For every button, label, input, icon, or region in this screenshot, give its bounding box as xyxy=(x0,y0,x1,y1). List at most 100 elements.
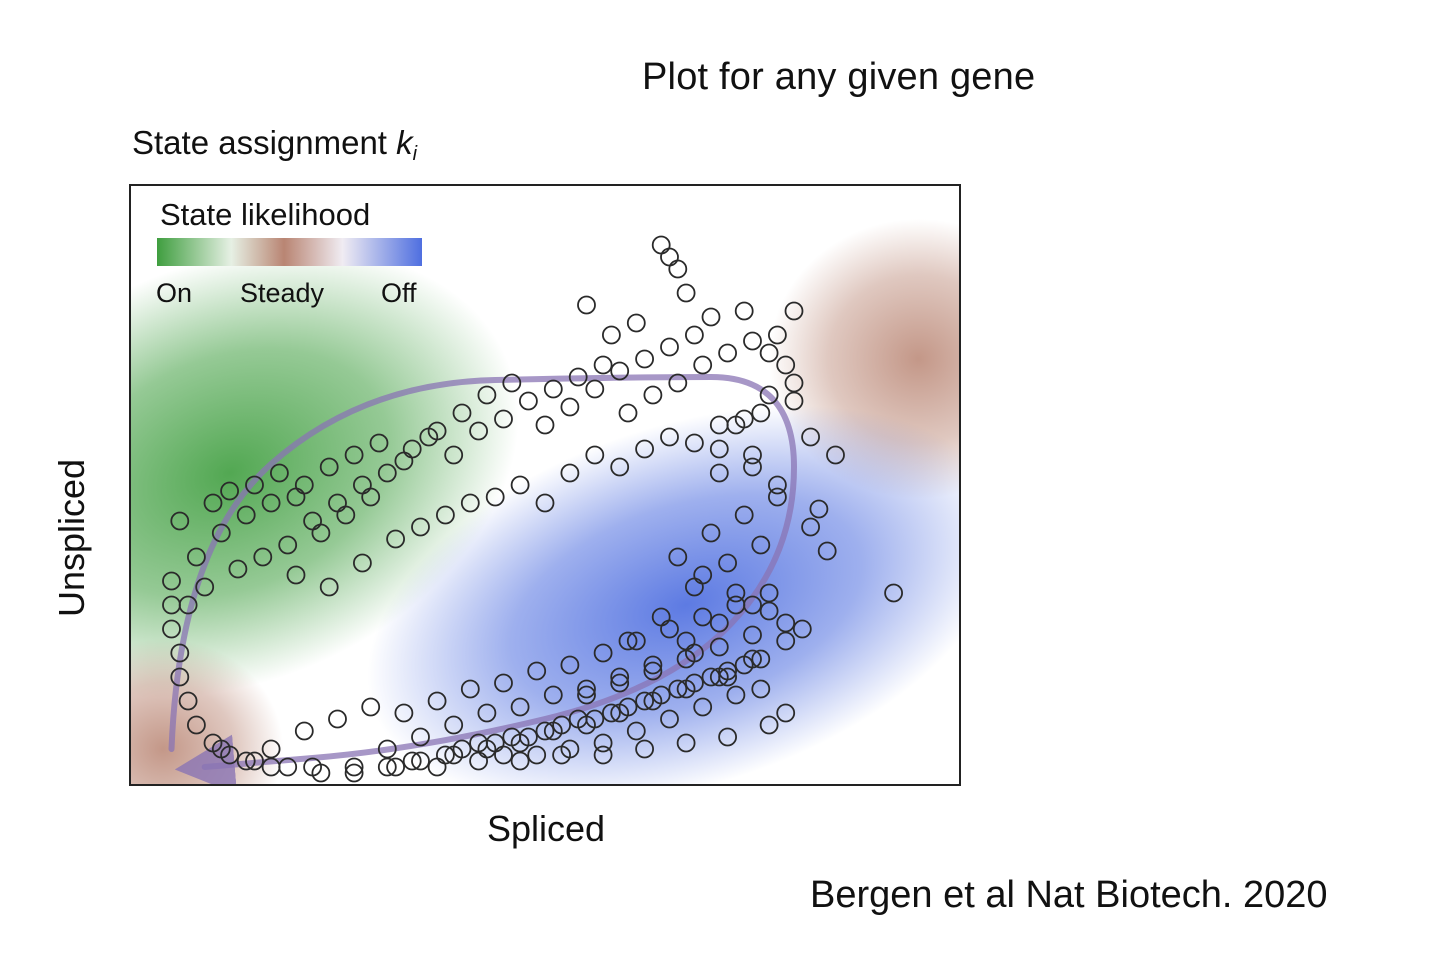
data-points xyxy=(162,235,903,783)
data-point xyxy=(444,745,464,765)
chart-title-symbol: k xyxy=(396,124,413,161)
background-region-on xyxy=(130,248,519,698)
data-point xyxy=(560,463,580,483)
data-point xyxy=(162,595,181,615)
data-point xyxy=(278,757,298,777)
data-point xyxy=(726,583,746,603)
data-point xyxy=(709,667,729,687)
data-point xyxy=(610,667,630,687)
data-point xyxy=(801,517,820,537)
data-point xyxy=(776,355,796,375)
data-point xyxy=(593,745,613,765)
background-region-steady xyxy=(130,639,284,785)
data-point xyxy=(377,739,397,759)
data-point xyxy=(236,751,256,771)
data-point xyxy=(626,313,646,333)
data-point xyxy=(502,373,522,393)
data-point xyxy=(817,541,837,561)
data-point xyxy=(809,499,829,519)
data-point xyxy=(402,751,422,771)
data-point xyxy=(510,697,530,717)
data-point xyxy=(685,325,704,345)
data-point xyxy=(477,385,497,405)
data-point xyxy=(494,745,513,765)
data-point xyxy=(743,649,762,669)
data-point xyxy=(743,331,762,351)
data-point xyxy=(643,661,663,681)
data-point xyxy=(651,607,671,627)
data-point xyxy=(519,391,538,411)
data-point xyxy=(668,259,688,279)
data-point xyxy=(768,487,787,507)
data-point xyxy=(743,445,762,465)
data-point xyxy=(311,763,331,783)
data-point xyxy=(535,493,555,513)
data-point xyxy=(361,697,381,717)
data-point xyxy=(568,367,588,387)
data-point xyxy=(162,571,181,591)
data-point xyxy=(593,733,613,753)
data-point xyxy=(759,343,779,363)
data-point xyxy=(643,655,663,675)
data-point xyxy=(751,679,771,699)
data-point xyxy=(759,601,779,621)
legend-label-off: Off xyxy=(381,278,417,308)
data-point xyxy=(477,703,497,723)
data-point xyxy=(660,709,679,729)
data-point xyxy=(535,415,555,435)
data-point xyxy=(211,523,231,543)
data-point xyxy=(294,721,314,741)
data-point xyxy=(693,565,713,585)
data-point xyxy=(494,673,513,693)
data-point xyxy=(743,625,762,645)
data-point xyxy=(444,445,464,465)
data-point xyxy=(709,439,729,459)
data-point xyxy=(635,349,654,369)
data-point xyxy=(709,415,729,435)
data-point xyxy=(618,631,638,651)
data-point xyxy=(718,343,737,363)
data-point xyxy=(668,679,688,699)
data-point xyxy=(377,463,397,483)
data-point xyxy=(444,715,464,735)
data-point xyxy=(228,559,248,579)
data-point xyxy=(510,733,530,753)
data-point xyxy=(261,493,281,513)
data-point xyxy=(261,739,281,759)
data-point xyxy=(602,325,621,345)
data-point xyxy=(626,631,646,651)
data-point xyxy=(269,463,289,483)
data-point xyxy=(626,721,646,741)
data-point xyxy=(759,583,779,603)
data-point xyxy=(685,643,704,663)
data-point xyxy=(377,757,397,777)
data-point xyxy=(386,529,406,549)
legend-label-steady: Steady xyxy=(240,278,325,308)
data-point xyxy=(577,295,596,315)
data-point xyxy=(709,637,729,657)
data-point xyxy=(734,301,754,321)
data-point xyxy=(344,763,364,783)
data-point xyxy=(162,619,181,639)
data-point xyxy=(203,493,223,513)
data-point xyxy=(186,547,206,567)
data-point xyxy=(676,283,696,303)
data-point xyxy=(726,685,746,705)
data-point xyxy=(751,403,771,423)
data-point xyxy=(660,337,679,357)
data-point xyxy=(352,553,372,573)
data-point xyxy=(577,679,596,699)
data-point xyxy=(560,655,580,675)
data-point xyxy=(494,409,513,429)
data-point xyxy=(610,673,630,693)
chart-title: State assignment ki xyxy=(132,124,417,166)
data-point xyxy=(170,643,190,663)
data-point xyxy=(768,475,787,495)
data-point xyxy=(344,445,364,465)
data-point xyxy=(236,505,256,525)
legend: State likelihood On Steady Off xyxy=(156,197,422,308)
data-point xyxy=(469,421,489,441)
data-point xyxy=(701,523,721,543)
data-point xyxy=(826,445,845,465)
data-point xyxy=(211,739,231,759)
